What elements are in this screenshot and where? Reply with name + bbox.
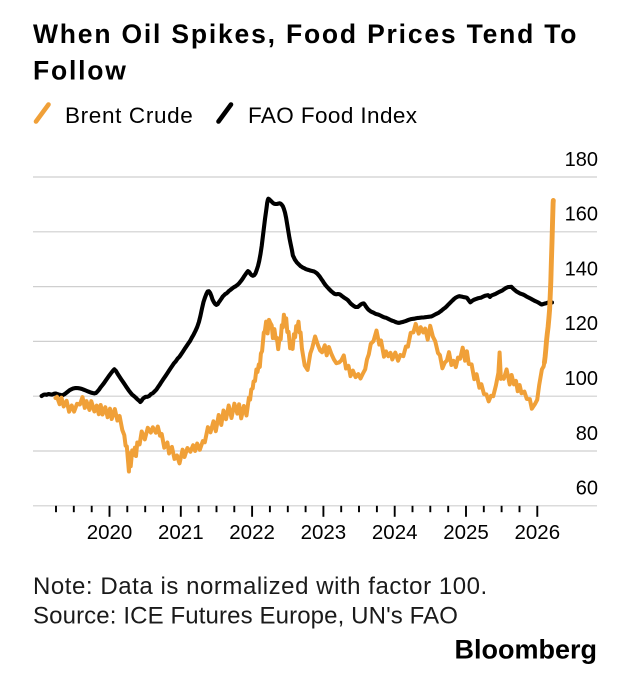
svg-text:120: 120 xyxy=(565,313,598,335)
svg-text:2021: 2021 xyxy=(158,521,204,544)
svg-text:FAO Food Index: FAO Food Index xyxy=(248,103,418,128)
svg-text:Brent Crude: Brent Crude xyxy=(65,103,193,128)
svg-text:2022: 2022 xyxy=(229,521,275,544)
svg-text:When Oil Spikes, Food Prices T: When Oil Spikes, Food Prices Tend To xyxy=(33,19,578,49)
svg-text:2025: 2025 xyxy=(443,521,489,544)
svg-text:2020: 2020 xyxy=(87,521,133,544)
svg-text:180: 180 xyxy=(565,149,598,171)
svg-text:2024: 2024 xyxy=(372,521,418,544)
svg-text:140: 140 xyxy=(565,258,598,280)
svg-text:60: 60 xyxy=(576,478,598,500)
svg-text:Note: Data is normalized with: Note: Data is normalized with factor 100… xyxy=(33,573,488,600)
svg-text:Follow: Follow xyxy=(33,56,128,86)
svg-text:Source: ICE Futures Europe, UN: Source: ICE Futures Europe, UN's FAO xyxy=(33,603,458,630)
svg-text:2023: 2023 xyxy=(301,521,347,544)
svg-text:80: 80 xyxy=(576,423,598,445)
svg-text:100: 100 xyxy=(565,368,598,390)
svg-text:2026: 2026 xyxy=(514,521,560,544)
svg-text:Bloomberg: Bloomberg xyxy=(454,635,597,665)
svg-text:160: 160 xyxy=(565,204,598,226)
